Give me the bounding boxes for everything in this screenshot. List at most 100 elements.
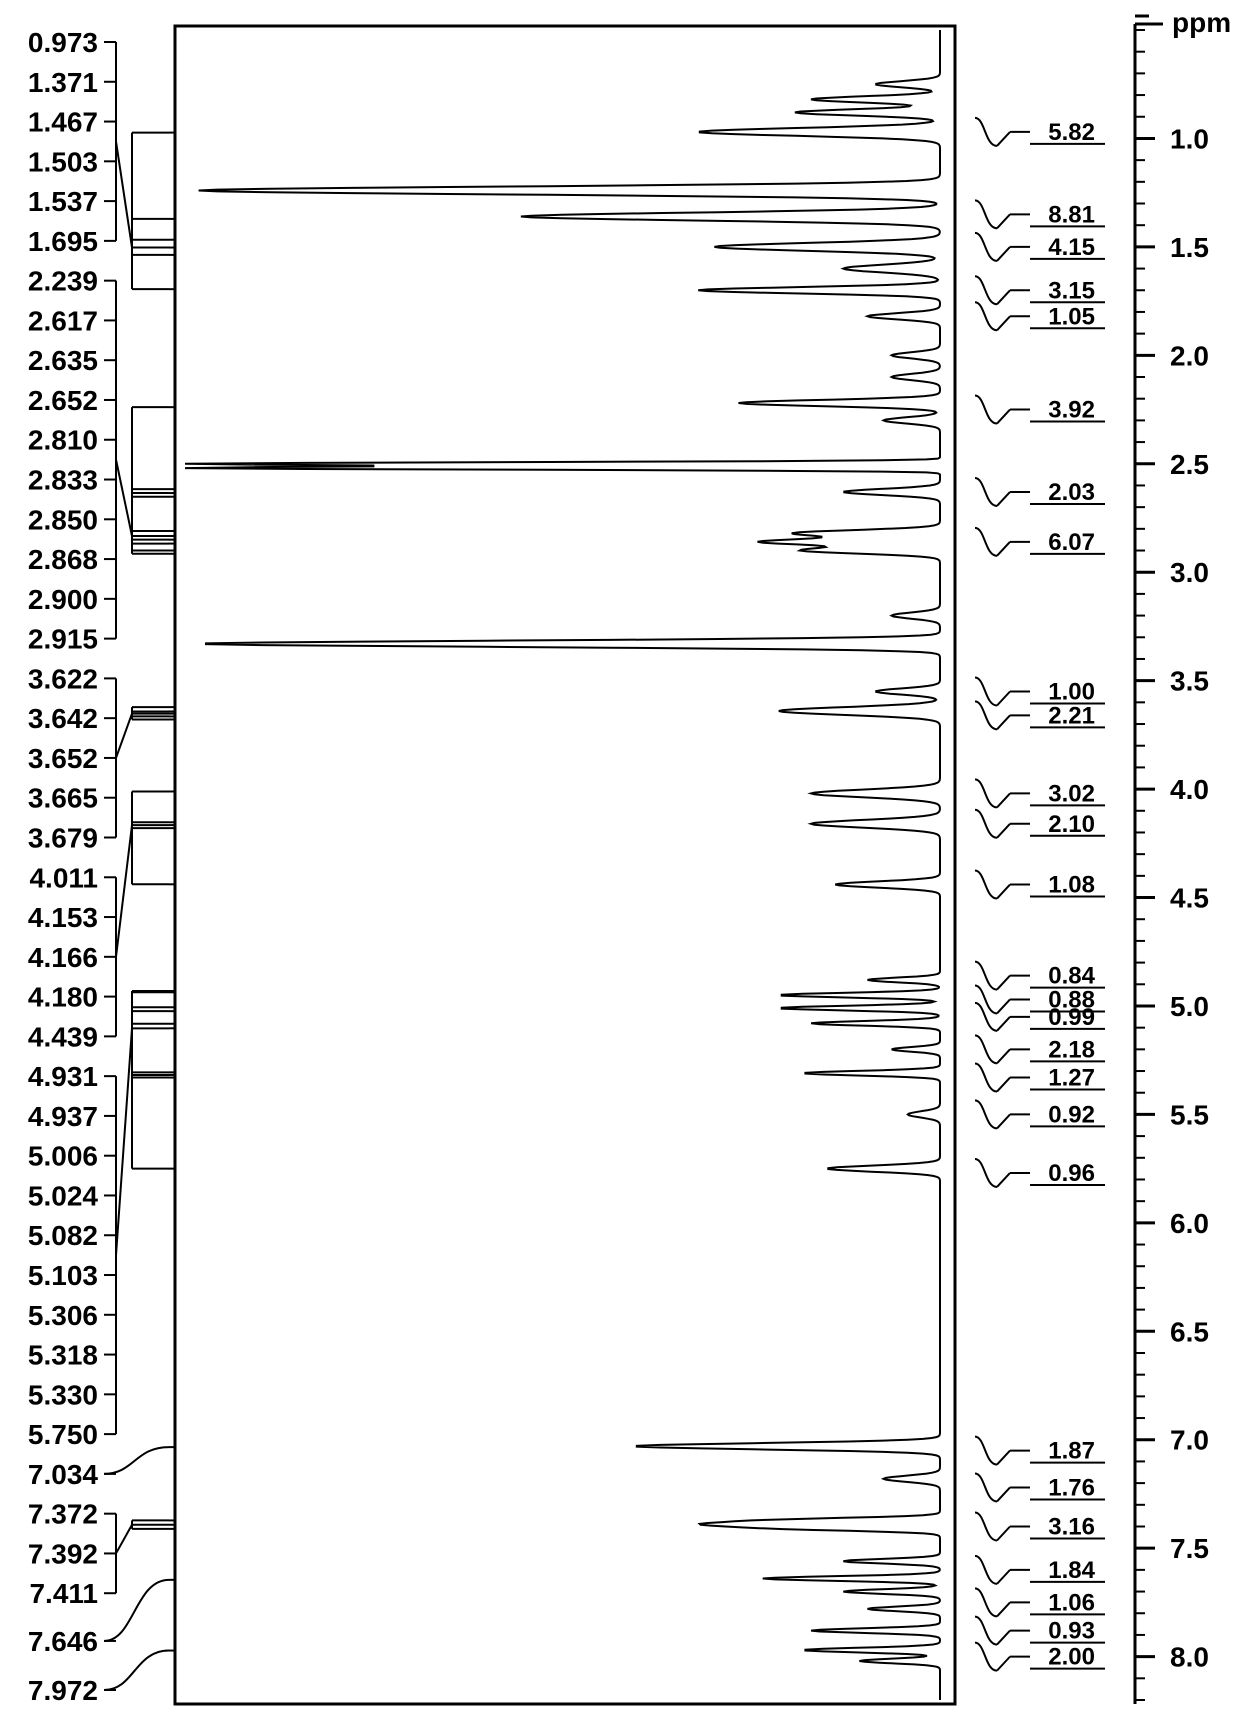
peak-bracket-stem	[116, 714, 132, 758]
integration-tick	[997, 1657, 1010, 1671]
peak-label: 4.166	[28, 942, 98, 973]
integration-tick	[997, 1602, 1010, 1616]
integration-tick	[997, 1173, 1010, 1187]
peak-bracket-stem	[116, 460, 132, 536]
peak-label: 1.371	[28, 67, 98, 98]
integration-value: 2.10	[1048, 811, 1095, 838]
peak-label: 1.537	[28, 186, 98, 217]
peak-label: 1.467	[28, 107, 98, 138]
ppm-axis-tick-label: 5.5	[1170, 1099, 1209, 1130]
integration-value: 8.81	[1048, 201, 1095, 228]
integration-tick	[997, 1451, 1010, 1465]
integration-curve	[975, 396, 997, 424]
integration-tick	[997, 542, 1010, 556]
integration-value: 0.93	[1048, 1618, 1095, 1645]
ppm-axis-tick-label: 7.5	[1170, 1533, 1209, 1564]
peak-label: 5.024	[28, 1180, 98, 1211]
peak-label: 4.931	[28, 1061, 98, 1092]
peak-label: 7.972	[28, 1675, 98, 1706]
ppm-axis-tick-label: 4.5	[1170, 883, 1209, 914]
integration-value: 1.76	[1048, 1474, 1095, 1501]
peak-label: 4.937	[28, 1101, 98, 1132]
spectrum-trace	[185, 30, 940, 1700]
integration-tick	[997, 1487, 1010, 1501]
integration-tick	[997, 715, 1010, 729]
peak-label: 0.973	[28, 27, 98, 58]
peak-label: 2.850	[28, 504, 98, 535]
peak-label: 2.652	[28, 385, 98, 416]
peak-label: 2.635	[28, 345, 98, 376]
integration-tick	[997, 1049, 1010, 1063]
peak-label: 3.642	[28, 703, 98, 734]
integration-tick	[997, 1570, 1010, 1584]
integration-tick	[997, 1078, 1010, 1092]
integration-curve	[975, 1437, 997, 1465]
integration-curve	[975, 810, 997, 838]
peak-label: 2.900	[28, 584, 98, 615]
peak-label: 2.617	[28, 305, 98, 336]
integration-curve	[975, 1159, 997, 1187]
integration-curve	[975, 118, 997, 146]
integration-tick	[997, 1526, 1010, 1540]
integration-curve	[975, 1556, 997, 1584]
peak-label: 5.306	[28, 1300, 98, 1331]
peak-label: 1.695	[28, 226, 98, 257]
integration-curve	[975, 478, 997, 506]
ppm-axis-tick-label: 3.5	[1170, 666, 1209, 697]
integration-curve	[975, 677, 997, 705]
peak-label: 1.503	[28, 146, 98, 177]
integration-curve	[975, 1643, 997, 1671]
integration-tick	[997, 492, 1010, 506]
integration-tick	[997, 247, 1010, 261]
peak-label: 5.006	[28, 1141, 98, 1172]
ppm-axis-tick-label: 8.0	[1170, 1642, 1209, 1673]
integration-curve	[975, 200, 997, 228]
integration-tick	[997, 410, 1010, 424]
integration-tick	[997, 1017, 1010, 1031]
peak-label: 7.411	[29, 1578, 98, 1609]
integration-value: 3.92	[1048, 397, 1095, 424]
peak-label: 5.330	[28, 1379, 98, 1410]
ppm-axis-tick-label: 5.0	[1170, 991, 1209, 1022]
integration-value: 1.27	[1048, 1065, 1095, 1092]
integration-tick	[997, 824, 1010, 838]
peak-label: 2.239	[28, 266, 98, 297]
integration-value: 1.08	[1048, 872, 1095, 899]
peak-label: 5.750	[28, 1419, 98, 1450]
peak-label: 7.372	[28, 1499, 98, 1530]
integration-tick	[997, 691, 1010, 705]
peak-label: 4.153	[28, 902, 98, 933]
integration-tick	[997, 1631, 1010, 1645]
peak-label: 3.652	[28, 743, 98, 774]
integration-curve	[975, 276, 997, 304]
ppm-axis-tick-label: 3.0	[1170, 557, 1209, 588]
integration-tick	[997, 290, 1010, 304]
nmr-spectrum-figure: 0.973 1.371 1.467 1.503 1.537 1.695 2.239 2.617…	[0, 0, 1240, 1716]
peak-connector-single	[104, 1580, 169, 1641]
ppm-axis-tick-label: 2.0	[1170, 340, 1209, 371]
integration-value: 2.21	[1048, 702, 1095, 729]
peak-label: 4.180	[28, 982, 98, 1013]
ppm-axis-tick-label: 4.0	[1170, 774, 1209, 805]
integration-tick	[997, 214, 1010, 228]
peak-label: 3.679	[28, 822, 98, 853]
peak-label: 7.646	[28, 1626, 98, 1657]
integration-curve	[975, 1064, 997, 1092]
integration-curve	[975, 1473, 997, 1501]
peak-label: 3.622	[28, 663, 98, 694]
integration-value: 0.99	[1048, 1004, 1095, 1031]
integration-tick	[997, 316, 1010, 330]
peak-label: 2.915	[28, 624, 98, 655]
integration-curve	[975, 302, 997, 330]
integration-curve	[975, 1035, 997, 1063]
integration-curve	[975, 779, 997, 807]
integration-tick	[997, 1114, 1010, 1128]
integration-value: 1.06	[1048, 1589, 1095, 1616]
ppm-axis-tick-label: 6.0	[1170, 1208, 1209, 1239]
integration-value: 1.84	[1048, 1557, 1095, 1584]
peak-label: 4.439	[28, 1021, 98, 1052]
peak-connector-single	[104, 1447, 169, 1474]
integration-value: 6.07	[1048, 529, 1095, 556]
integration-value: 3.16	[1048, 1513, 1095, 1540]
integration-value: 2.00	[1048, 1644, 1095, 1671]
